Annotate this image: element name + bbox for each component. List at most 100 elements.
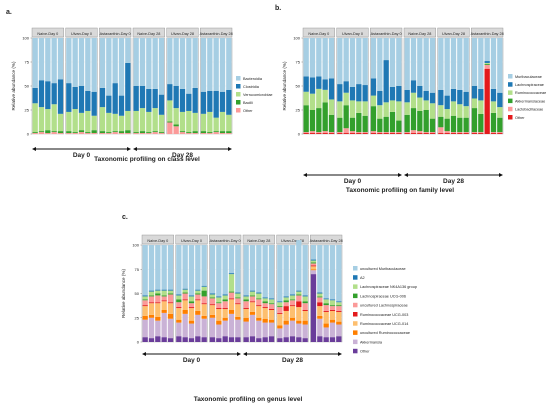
bar-segment bbox=[216, 297, 222, 303]
bar-segment bbox=[457, 117, 463, 133]
bar-segment bbox=[213, 90, 219, 118]
legend-label: Bacteroidia bbox=[243, 77, 263, 81]
bar-segment bbox=[317, 315, 323, 319]
bar-segment bbox=[484, 61, 490, 63]
bar-segment bbox=[484, 62, 490, 64]
bar-segment bbox=[268, 309, 275, 320]
bar-segment bbox=[396, 38, 402, 86]
bar-segment bbox=[316, 88, 322, 109]
bar-segment bbox=[139, 131, 146, 134]
bar-segment bbox=[457, 38, 463, 90]
bar-segment bbox=[249, 290, 256, 292]
bar-segment bbox=[328, 132, 335, 134]
bar-segment bbox=[222, 336, 228, 342]
bar-segment bbox=[296, 307, 302, 321]
bar-segment bbox=[337, 117, 343, 133]
legend-swatch bbox=[353, 312, 358, 317]
bar-segment bbox=[256, 293, 262, 299]
bar-segment bbox=[396, 101, 402, 121]
bar-segment bbox=[302, 245, 308, 296]
legend-swatch bbox=[236, 76, 241, 81]
bar-segment bbox=[188, 338, 195, 342]
bar-segment bbox=[45, 81, 51, 110]
bar-segment bbox=[410, 130, 417, 134]
bar-segment bbox=[148, 303, 155, 315]
legend-label: Lachnospiraceae bbox=[515, 83, 544, 87]
bar-segment bbox=[410, 38, 417, 81]
bar-segment bbox=[438, 105, 444, 117]
bar-segment bbox=[195, 290, 201, 294]
day-label: Day 28 bbox=[443, 178, 464, 185]
bar-segment bbox=[161, 289, 167, 291]
legend-label: uncultured Ruminococcaceae bbox=[360, 331, 410, 335]
bar-segment bbox=[186, 133, 192, 134]
bar-segment bbox=[179, 38, 186, 89]
panel-letter: a. bbox=[6, 9, 12, 16]
bar-segment bbox=[85, 110, 91, 133]
bar-segment bbox=[45, 130, 51, 134]
bar-segment bbox=[268, 322, 275, 337]
y-tick-label: 50 bbox=[25, 84, 30, 89]
bar-segment bbox=[188, 307, 195, 309]
bar-segment bbox=[235, 297, 241, 299]
bar-segment bbox=[72, 132, 78, 134]
bar-segment bbox=[133, 133, 139, 134]
y-tick-label: 100 bbox=[22, 36, 29, 41]
bar-segment bbox=[302, 303, 308, 310]
bar-segment bbox=[377, 90, 383, 106]
bar-segment bbox=[256, 305, 262, 307]
bar-segment bbox=[72, 133, 78, 134]
bar-segment bbox=[256, 292, 262, 294]
bar-segment bbox=[139, 86, 146, 109]
bar-segment bbox=[316, 108, 322, 133]
bar-segment bbox=[72, 38, 78, 87]
bar-segment bbox=[209, 305, 216, 315]
y-tick-label: 0 bbox=[27, 132, 30, 137]
bar-segment bbox=[161, 300, 167, 302]
y-tick-label: 75 bbox=[135, 267, 140, 272]
facet-label: Astaxanthin-Day 28 bbox=[471, 32, 504, 36]
bar-segment bbox=[268, 298, 275, 300]
bar-segment bbox=[148, 317, 155, 339]
bar-segment bbox=[457, 89, 463, 105]
bar-segment bbox=[201, 290, 207, 297]
legend-swatch bbox=[508, 106, 513, 112]
bar-segment bbox=[201, 337, 207, 342]
bar-segment bbox=[195, 336, 201, 342]
facet-label: Naive-Day 28 bbox=[137, 32, 160, 36]
bar-segment bbox=[296, 240, 302, 291]
arrow-head bbox=[142, 352, 146, 356]
bar-segment bbox=[277, 338, 283, 342]
bar-segment bbox=[200, 131, 207, 134]
bar-segment bbox=[139, 38, 146, 86]
bar-segment bbox=[186, 38, 192, 94]
bar-segment bbox=[262, 337, 268, 342]
bar-segment bbox=[57, 133, 64, 134]
legend-swatch bbox=[353, 293, 358, 299]
bar-segment bbox=[142, 305, 148, 307]
bar-segment bbox=[484, 63, 490, 65]
bar-segment bbox=[303, 105, 309, 133]
bar-segment bbox=[216, 309, 222, 321]
bar-segment bbox=[226, 133, 232, 134]
bar-segment bbox=[222, 320, 228, 337]
bar-segment bbox=[377, 38, 383, 91]
bar-segment bbox=[142, 296, 148, 300]
bar-segment bbox=[296, 290, 302, 292]
bar-segment bbox=[243, 321, 249, 338]
bar-segment bbox=[106, 95, 112, 113]
bar-segment bbox=[383, 102, 389, 117]
bar-segment bbox=[322, 102, 328, 132]
bar-segment bbox=[336, 311, 342, 322]
bar-segment bbox=[201, 303, 207, 305]
bar-segment bbox=[377, 105, 383, 119]
legend-label: Verrucomicrobiae bbox=[243, 93, 273, 97]
legend-swatch bbox=[353, 302, 358, 308]
facet-strip bbox=[437, 27, 470, 38]
bar-segment bbox=[139, 108, 146, 132]
bar-segment bbox=[262, 303, 268, 308]
bar-segment bbox=[490, 38, 497, 89]
bar-segment bbox=[207, 111, 213, 133]
bar-segment bbox=[182, 289, 188, 293]
bar-segment bbox=[118, 115, 125, 132]
